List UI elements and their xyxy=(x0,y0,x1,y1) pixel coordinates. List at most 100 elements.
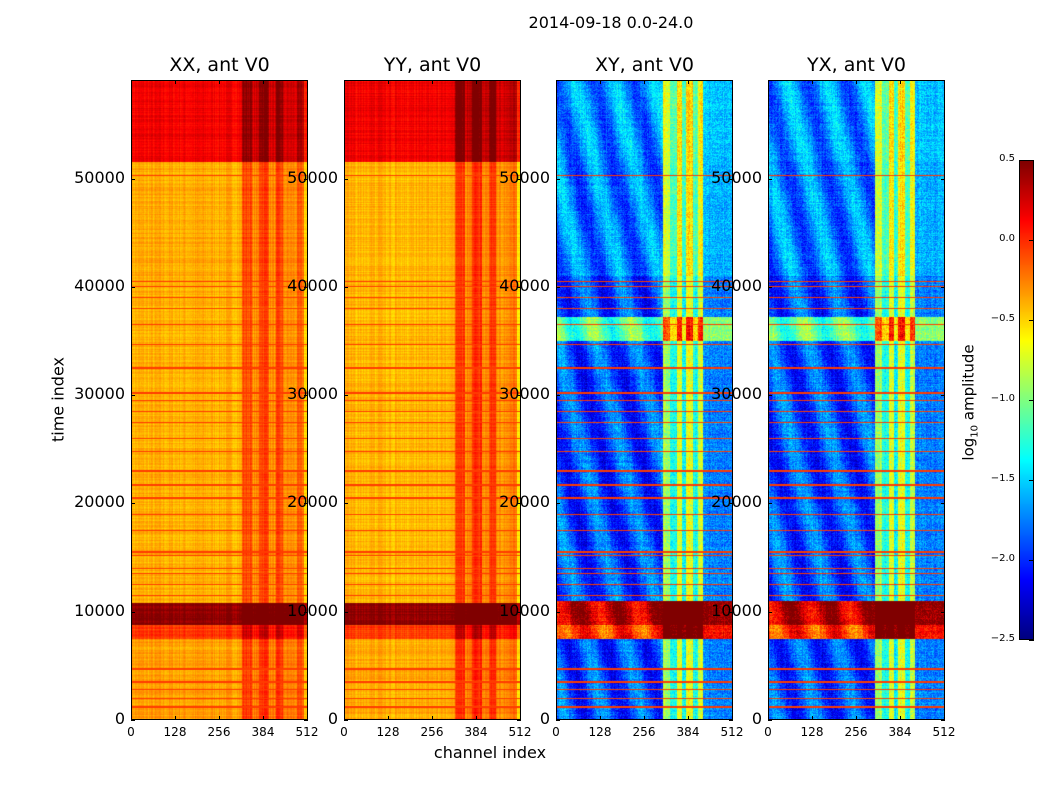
x-tick-mark xyxy=(131,716,132,720)
y-tick-mark xyxy=(344,720,348,721)
y-tick-label: 20000 xyxy=(499,492,550,512)
x-tick-mark xyxy=(263,716,264,720)
y-tick-label: 10000 xyxy=(287,600,338,620)
heatmap-panel-xx: XX, ant V0 0 10000 20000 30000 40000 50000 0 128… xyxy=(74,54,318,739)
panel-title: YX, ant V0 xyxy=(807,54,906,76)
x-tick-mark xyxy=(944,716,945,720)
y-tick-mark xyxy=(344,178,348,180)
x-tick-mark xyxy=(644,716,645,720)
y-tick-mark xyxy=(517,286,521,288)
x-tick-label: 512 xyxy=(720,725,744,739)
colorbar-tick-mark xyxy=(1029,480,1034,481)
x-tick-mark xyxy=(688,80,689,84)
colorbar-tick-mark xyxy=(1029,560,1034,561)
x-tick-mark xyxy=(600,716,601,720)
y-tick-mark xyxy=(344,611,348,613)
figure-title: 2014-09-18 0.0-24.0 xyxy=(528,13,694,32)
y-tick-mark xyxy=(941,178,945,180)
heatmap-image xyxy=(131,80,308,720)
y-tick-mark xyxy=(768,720,772,721)
x-tick-label: 0 xyxy=(764,725,772,739)
y-tick-mark xyxy=(768,178,772,180)
y-tick-mark xyxy=(517,503,521,505)
y-tick-label: 50000 xyxy=(74,167,125,187)
heatmap-image xyxy=(556,80,733,720)
y-tick-mark xyxy=(517,395,521,397)
colorbar-label-prefix: log xyxy=(959,437,978,461)
y-tick-label: 10000 xyxy=(711,600,762,620)
x-tick-mark xyxy=(476,80,477,84)
x-axis-label: channel index xyxy=(433,743,547,762)
x-tick-mark xyxy=(520,716,521,720)
colorbar-tick-label: −1.5 xyxy=(990,473,1015,484)
x-tick-mark xyxy=(175,716,176,720)
y-tick-mark xyxy=(517,611,521,613)
y-tick-mark xyxy=(729,611,733,613)
y-tick-mark xyxy=(131,720,135,721)
x-tick-mark xyxy=(307,80,308,84)
x-tick-mark xyxy=(856,716,857,720)
colorbar-tick-label: −0.5 xyxy=(990,313,1015,324)
y-tick-label: 0 xyxy=(114,709,125,728)
y-tick-label: 50000 xyxy=(499,167,550,187)
x-tick-mark xyxy=(219,80,220,84)
colorbar-tick-mark xyxy=(1029,240,1034,241)
y-tick-mark xyxy=(941,503,945,505)
x-tick-label: 512 xyxy=(508,725,532,739)
y-tick-mark xyxy=(729,503,733,505)
x-tick-label: 0 xyxy=(340,725,348,739)
colorbar-label: log10 amplitude xyxy=(960,333,981,473)
y-tick-mark xyxy=(556,178,560,180)
x-tick-mark xyxy=(732,716,733,720)
heatmap-panel-yy: YY, ant V0 0 10000 20000 30000 40000 50000 0 128… xyxy=(287,54,531,739)
x-tick-mark xyxy=(131,80,132,84)
x-tick-mark xyxy=(388,80,389,84)
x-tick-mark xyxy=(432,716,433,720)
colorbar-tick-mark xyxy=(1029,640,1034,641)
y-tick-mark xyxy=(517,720,521,721)
x-tick-mark xyxy=(520,80,521,84)
x-tick-mark xyxy=(812,80,813,84)
x-tick-label: 384 xyxy=(676,725,700,739)
y-tick-mark xyxy=(344,286,348,288)
y-tick-mark xyxy=(556,720,560,721)
x-tick-label: 256 xyxy=(420,725,444,739)
y-tick-mark xyxy=(729,286,733,288)
x-tick-label: 512 xyxy=(932,725,956,739)
y-tick-mark xyxy=(304,178,308,180)
y-tick-mark xyxy=(768,611,772,613)
x-tick-mark xyxy=(900,716,901,720)
y-tick-label: 40000 xyxy=(499,275,550,295)
colorbar-label-sub: 10 xyxy=(969,424,981,438)
x-tick-mark xyxy=(600,80,601,84)
y-tick-label: 30000 xyxy=(499,384,550,404)
x-tick-mark xyxy=(556,716,557,720)
y-tick-label: 20000 xyxy=(711,492,762,512)
panel-title: XY, ant V0 xyxy=(595,54,694,76)
x-tick-mark xyxy=(307,716,308,720)
x-tick-mark xyxy=(175,80,176,84)
x-tick-mark xyxy=(900,80,901,84)
colorbar-tick-label: −2.5 xyxy=(990,633,1015,644)
y-tick-mark xyxy=(131,395,135,397)
x-tick-label: 128 xyxy=(376,725,400,739)
heatmap-panel-yx: YX, ant V0 0 10000 20000 30000 40000 50000 0 128… xyxy=(711,54,955,739)
x-tick-label: 256 xyxy=(844,725,868,739)
y-tick-label: 20000 xyxy=(74,492,125,512)
x-tick-mark xyxy=(856,80,857,84)
y-tick-mark xyxy=(517,178,521,180)
panel-title: YY, ant V0 xyxy=(383,54,482,76)
heatmap-image xyxy=(344,80,521,720)
x-tick-mark xyxy=(219,716,220,720)
y-tick-label: 40000 xyxy=(287,275,338,295)
y-tick-label: 20000 xyxy=(287,492,338,512)
y-tick-label: 0 xyxy=(327,709,338,728)
y-tick-mark xyxy=(941,720,945,721)
x-tick-label: 512 xyxy=(295,725,319,739)
colorbar-tick-mark xyxy=(1029,400,1034,401)
y-tick-label: 10000 xyxy=(74,600,125,620)
x-tick-mark xyxy=(732,80,733,84)
y-tick-mark xyxy=(556,286,560,288)
colorbar-tick-label: 0.0 xyxy=(999,233,1015,244)
axes-frame xyxy=(768,80,945,720)
